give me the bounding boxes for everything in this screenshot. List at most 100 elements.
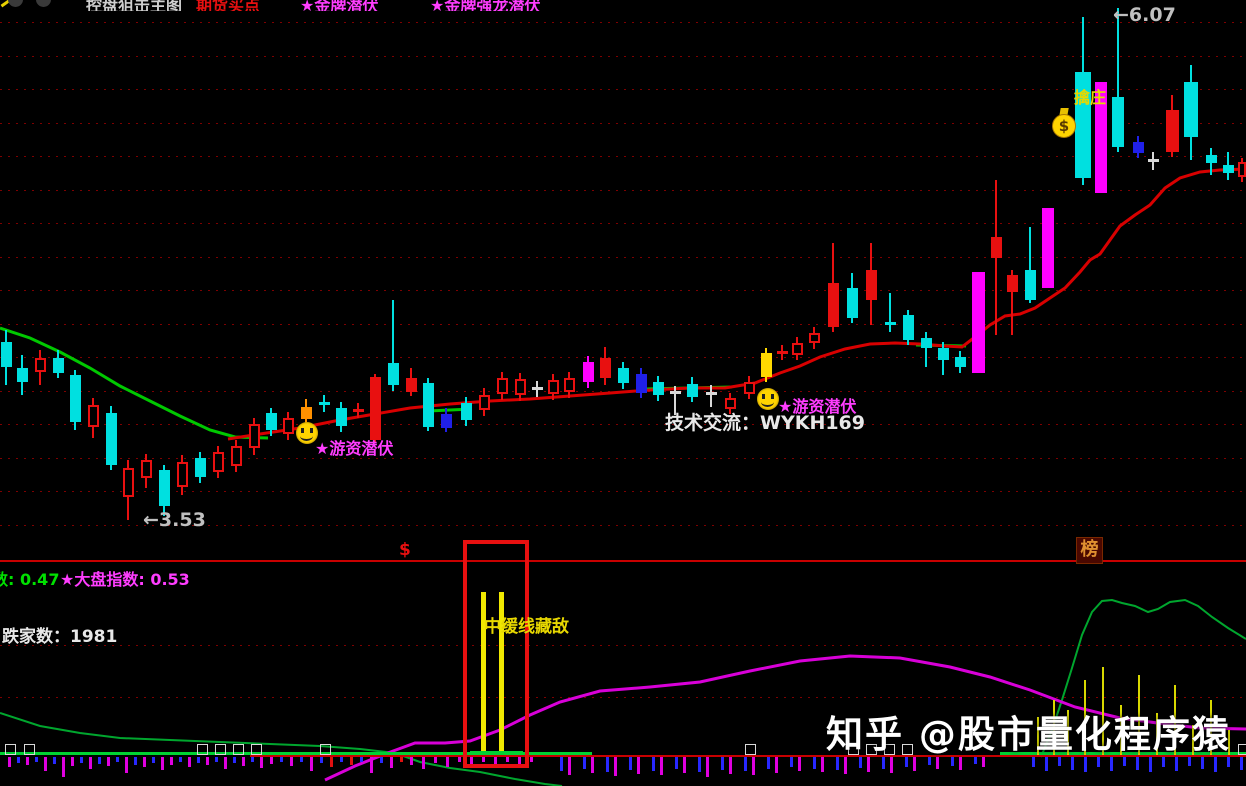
volume-bar	[1149, 757, 1152, 772]
yellow-spike	[1138, 675, 1140, 755]
candle	[387, 363, 399, 385]
volume-bar	[775, 757, 778, 773]
yellow-spike	[1192, 725, 1194, 755]
volume-bar	[836, 757, 839, 770]
grid-line	[0, 156, 1246, 157]
signal-square	[5, 744, 16, 755]
candle-wick	[1029, 227, 1031, 303]
title-signal-3: ★金牌强龙潜伏	[430, 0, 541, 11]
signal-square	[902, 744, 913, 755]
signal-square	[233, 744, 244, 755]
volume-bar	[380, 757, 383, 763]
candle	[563, 378, 575, 392]
candle	[743, 382, 755, 394]
smiley-eyes	[762, 394, 765, 399]
candle	[122, 468, 134, 497]
grid-line	[0, 697, 1246, 698]
volume-bar	[1188, 757, 1191, 766]
volume-bar	[290, 757, 293, 766]
volume-bar	[744, 757, 747, 771]
candle	[282, 418, 294, 434]
volume-bar	[844, 757, 847, 774]
candle	[705, 392, 717, 395]
candle	[920, 338, 932, 348]
volume-bar	[494, 757, 497, 766]
candle	[760, 353, 772, 377]
candle	[318, 402, 330, 405]
volume-bar	[790, 757, 793, 767]
volume-bar	[251, 757, 254, 762]
volume-bar	[1227, 757, 1230, 767]
volume-bar	[434, 757, 437, 763]
candle	[230, 446, 242, 466]
candle	[1006, 275, 1018, 292]
volume-bar	[936, 757, 939, 769]
candle	[846, 288, 858, 318]
volume-bar	[107, 757, 110, 766]
candle	[791, 343, 803, 355]
grid-line	[0, 524, 1246, 526]
indicator-icon	[36, 0, 51, 7]
volume-bar	[170, 757, 173, 765]
signal-square	[745, 744, 756, 755]
volume-bar	[44, 757, 47, 771]
signal-square	[884, 744, 895, 755]
candle	[582, 362, 594, 382]
volume-bar	[1162, 757, 1165, 767]
grid-line	[0, 55, 1246, 57]
volume-bar	[821, 757, 824, 772]
candle	[496, 378, 508, 394]
volume-bar	[568, 757, 571, 775]
panel-green-right	[1040, 598, 1246, 758]
volume-bar	[17, 757, 20, 763]
volume-bar	[560, 757, 563, 771]
volume-bar	[591, 757, 594, 773]
yellow-spike	[1084, 680, 1086, 755]
adv-ratio-label: 数: 0.47	[0, 570, 60, 589]
volume-bar	[62, 757, 65, 777]
volume-bar	[8, 757, 11, 767]
volume-bar	[125, 757, 128, 773]
signal-square	[197, 744, 208, 755]
candle	[902, 315, 914, 340]
volume-bar	[698, 757, 701, 772]
candle	[1042, 208, 1054, 288]
volume-bar	[152, 757, 155, 763]
volume-bar	[98, 757, 101, 764]
candle	[808, 333, 820, 343]
volume-bar	[446, 757, 449, 767]
zero-line-green-right	[1000, 752, 1246, 755]
smiley-mouth	[300, 431, 313, 441]
volume-bar	[928, 757, 931, 765]
signal-highlight-rect	[463, 540, 529, 768]
volume-bar	[729, 757, 732, 774]
zero-line-green-left	[0, 752, 592, 755]
volume-bar	[1071, 757, 1074, 770]
bang-badge[interactable]: 榜	[1076, 537, 1103, 564]
signal-square	[215, 744, 226, 755]
volume-bar	[197, 757, 200, 763]
yellow-spike	[1037, 717, 1039, 755]
volume-bar	[350, 757, 353, 765]
volume-bar	[706, 757, 709, 777]
grid-line	[0, 424, 1246, 425]
volume-bar	[1240, 757, 1243, 770]
candle	[369, 377, 381, 440]
signal-yellow-bar	[481, 592, 486, 753]
title-signal-2: ★金牌潜伏	[300, 0, 379, 11]
moneybag-icon: $	[1052, 108, 1076, 138]
grid-line	[0, 290, 1246, 291]
candle	[405, 378, 417, 392]
grid-line	[0, 22, 1246, 23]
smiley-mouth	[761, 397, 774, 407]
candle	[599, 358, 611, 378]
volume-bar	[410, 757, 413, 765]
volume-bar	[982, 757, 985, 767]
grid-line	[0, 256, 1246, 258]
signal-square	[848, 744, 859, 755]
grid-line	[0, 457, 1246, 459]
decliners-label: 跌家数：1981	[2, 627, 118, 647]
volume-bar	[506, 757, 509, 762]
